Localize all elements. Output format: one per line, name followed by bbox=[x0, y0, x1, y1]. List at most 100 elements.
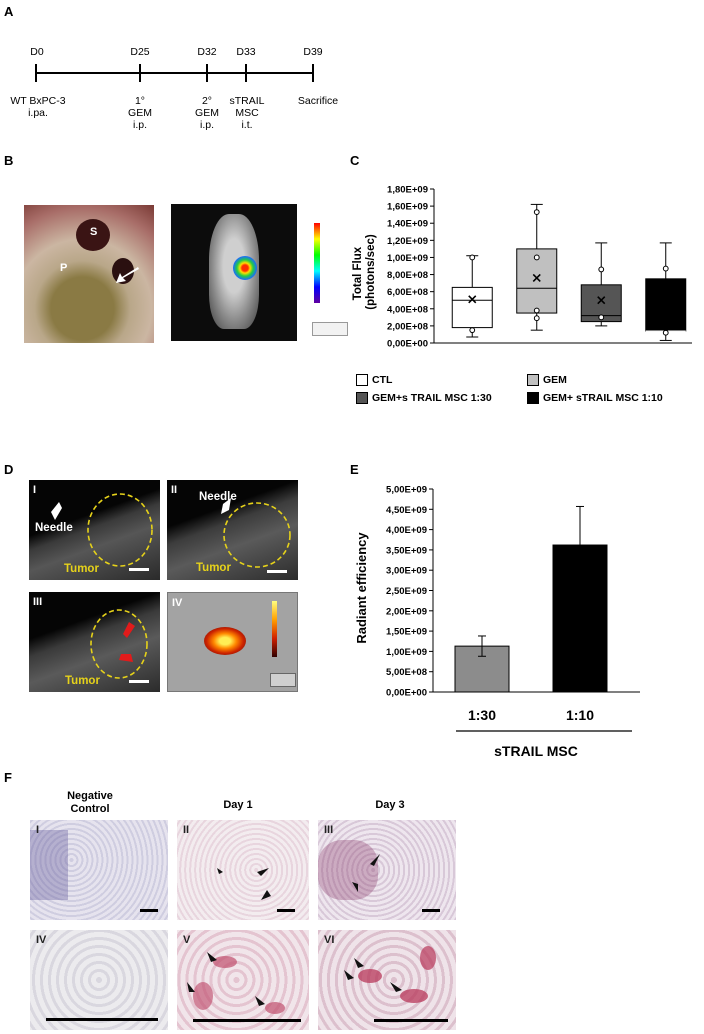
legend-label: GEM+s TRAIL MSC 1:30 bbox=[372, 392, 492, 404]
legend-swatch bbox=[356, 392, 368, 404]
y-tick-label: 1,80E+09 bbox=[387, 185, 428, 196]
box-rect bbox=[451, 286, 493, 329]
y-tick-label: 0,00E+00 bbox=[387, 339, 428, 350]
timeline-day: D0 bbox=[30, 46, 44, 58]
tumor-label: Tumor bbox=[65, 675, 100, 687]
image-roman-numeral: IV bbox=[36, 934, 47, 946]
pancreas-label: P bbox=[60, 262, 68, 274]
image-roman-numeral: II bbox=[171, 484, 178, 496]
histology-image-6: VI bbox=[318, 930, 456, 1030]
y-tick-label: 2,00E+08 bbox=[387, 321, 428, 332]
image-roman-numeral: III bbox=[33, 596, 43, 608]
histology-image-2: II bbox=[177, 820, 309, 920]
legend-swatch bbox=[527, 392, 539, 404]
axes: 0,00E+00 2,00E+08 4,00E+08 6,00E+08 8,00E+08… bbox=[387, 185, 692, 350]
timeline-day: D25 bbox=[130, 46, 150, 58]
legend-label: GEM bbox=[543, 374, 567, 386]
legend-item-gem: GEM bbox=[527, 374, 567, 386]
y-axis-label: Total Flux (photons/sec) bbox=[352, 234, 377, 310]
ultrasound-image-3: III Tumor bbox=[29, 592, 160, 692]
bioluminescence-image bbox=[171, 204, 297, 341]
tumor-label: Tumor bbox=[196, 562, 231, 574]
mean-marker bbox=[597, 296, 606, 305]
fluorescence-signal bbox=[204, 627, 246, 655]
bar-1: 1:30 bbox=[454, 635, 510, 723]
legend-label: GEM+ sTRAIL MSC 1:10 bbox=[543, 392, 663, 404]
timeline-label: 2° GEM i.p. bbox=[195, 95, 219, 131]
timeline-line bbox=[35, 72, 314, 74]
legend-swatch bbox=[356, 374, 368, 386]
colorbar bbox=[314, 223, 320, 303]
panel-letter-e: E bbox=[350, 462, 359, 477]
scale-legend-box bbox=[270, 673, 296, 687]
y-tick-label: 1,00E+09 bbox=[386, 647, 427, 658]
box-1 bbox=[451, 254, 493, 338]
timeline-day: D39 bbox=[303, 46, 323, 58]
image-roman-numeral: I bbox=[33, 484, 37, 496]
data-point bbox=[598, 314, 605, 321]
tumor-photo: S P bbox=[24, 205, 154, 343]
data-point bbox=[662, 329, 669, 336]
timeline-day: D32 bbox=[197, 46, 217, 58]
timeline-tick bbox=[312, 64, 314, 82]
mean-marker bbox=[532, 273, 541, 283]
y-tick-label: 2,50E+09 bbox=[386, 586, 427, 597]
data-point bbox=[469, 327, 476, 334]
histology-image-1: I bbox=[30, 820, 168, 920]
arrow-icon bbox=[116, 267, 139, 283]
image-roman-numeral: VI bbox=[324, 934, 335, 946]
legend-label: CTL bbox=[372, 374, 393, 386]
timeline-label: WT BxPC-3 i.pa. bbox=[10, 95, 66, 119]
box-rect bbox=[645, 278, 687, 332]
y-tick-label: 5,00E+08 bbox=[386, 667, 427, 678]
data-point bbox=[533, 315, 540, 322]
y-tick-label: 5,00E+09 bbox=[386, 485, 427, 496]
timeline-tick bbox=[245, 64, 247, 82]
y-tick-label: 4,50E+09 bbox=[386, 505, 427, 516]
data-point bbox=[598, 266, 605, 273]
x-tick-label: 1:30 bbox=[468, 707, 496, 723]
image-roman-numeral: III bbox=[324, 824, 334, 836]
tumor-outline bbox=[221, 498, 291, 573]
histology-image-5: V bbox=[177, 930, 309, 1030]
data-point bbox=[469, 254, 476, 261]
data-point bbox=[533, 254, 540, 261]
y-tick-label: 8,00E+08 bbox=[387, 270, 428, 281]
spleen-shape bbox=[76, 219, 110, 251]
histology-column-title: Day 1 bbox=[223, 799, 253, 811]
histology-column-title: Negative Control bbox=[67, 790, 113, 815]
timeline-label: Sacrifice bbox=[297, 95, 339, 107]
box-plot-chart: Total Flux (photons/sec) 0,00E+00 2,00E+0… bbox=[352, 185, 692, 350]
timeline-tick bbox=[35, 64, 37, 82]
timeline-tick bbox=[206, 64, 208, 82]
panel-letter-a: A bbox=[4, 4, 14, 19]
y-tick-label: 4,00E+09 bbox=[386, 525, 427, 536]
scale-legend-box bbox=[312, 322, 348, 336]
y-tick-label: 1,20E+09 bbox=[387, 236, 428, 247]
mean-marker bbox=[468, 295, 477, 304]
y-axis-label-line2: (photons/sec) bbox=[365, 234, 377, 310]
timeline-label: 1° GEM i.p. bbox=[128, 95, 152, 131]
arrows bbox=[187, 952, 301, 1022]
stained-region bbox=[318, 840, 378, 900]
data-point bbox=[533, 209, 540, 215]
scale-bar bbox=[140, 909, 158, 912]
panel-letter-f: F bbox=[4, 770, 12, 785]
histology-image-4: IV bbox=[30, 930, 168, 1030]
tumor-outline bbox=[90, 609, 149, 683]
y-tick-label: 0,00E+00 bbox=[386, 688, 427, 699]
image-roman-numeral: V bbox=[183, 934, 191, 946]
x-tick-label: 1:10 bbox=[566, 707, 594, 723]
arrows bbox=[211, 864, 295, 912]
axes: 0,00E+00 5,00E+08 1,00E+09 1,50E+09 2,00E+09… bbox=[386, 485, 640, 759]
box-4 bbox=[645, 242, 687, 341]
y-tick-label: 6,00E+08 bbox=[387, 287, 428, 298]
legend-swatch bbox=[527, 374, 539, 386]
image-roman-numeral: I bbox=[36, 824, 40, 836]
image-roman-numeral: IV bbox=[172, 597, 183, 609]
data-point bbox=[533, 307, 540, 314]
timeline-tick bbox=[139, 64, 141, 82]
boxes bbox=[451, 203, 687, 341]
bar bbox=[552, 544, 608, 693]
bar-chart: Radiant efficiency 0,00E+00 5,00E+08 1,00E… bbox=[354, 485, 640, 759]
